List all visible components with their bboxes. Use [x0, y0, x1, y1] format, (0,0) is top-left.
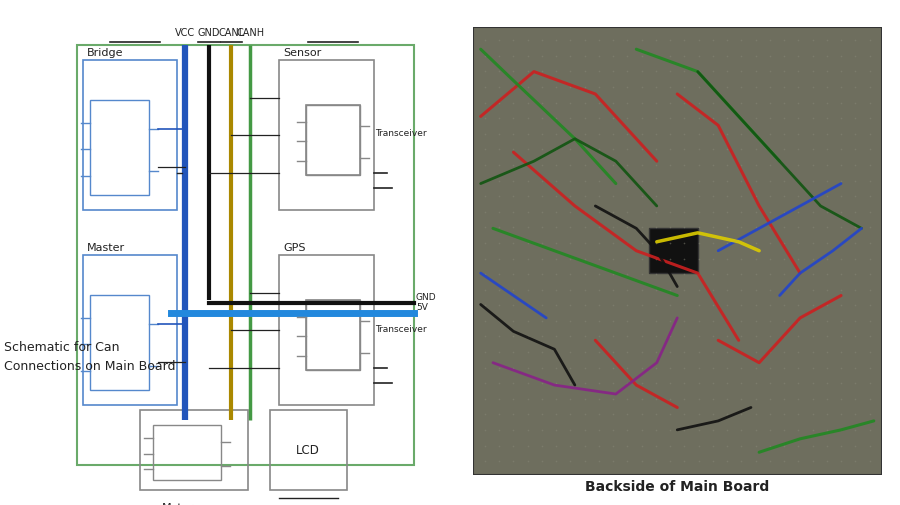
Bar: [270, 410, 346, 490]
Text: Master: Master: [87, 242, 125, 252]
Bar: [83, 61, 177, 211]
Text: VCC: VCC: [175, 28, 194, 38]
Bar: [306, 106, 360, 176]
Bar: [90, 295, 148, 390]
Bar: [83, 256, 177, 405]
Bar: [306, 106, 360, 176]
Bar: [76, 46, 414, 465]
Bar: [279, 61, 374, 211]
Bar: [153, 425, 220, 480]
Text: LCD: LCD: [296, 443, 320, 457]
Text: Transceiver: Transceiver: [375, 324, 427, 333]
Text: GND: GND: [198, 28, 220, 38]
Text: Motor: Motor: [162, 502, 194, 505]
Text: Transceiver: Transceiver: [375, 129, 427, 138]
Text: Backside of Main Board: Backside of Main Board: [585, 479, 770, 492]
Bar: [279, 256, 374, 405]
Bar: [306, 300, 360, 370]
Bar: [649, 229, 698, 274]
Bar: [140, 410, 248, 490]
Text: GND: GND: [416, 292, 436, 301]
Text: 5V: 5V: [416, 302, 428, 312]
Text: CANH: CANH: [236, 28, 265, 38]
Text: Bridge: Bridge: [87, 48, 124, 58]
Text: Schematic for Can
Connections on Main Board: Schematic for Can Connections on Main Bo…: [4, 340, 176, 372]
Text: Sensor: Sensor: [284, 48, 322, 58]
Text: CANL: CANL: [218, 28, 245, 38]
Text: GPS: GPS: [284, 242, 306, 252]
Bar: [306, 300, 360, 370]
Bar: [90, 101, 148, 195]
